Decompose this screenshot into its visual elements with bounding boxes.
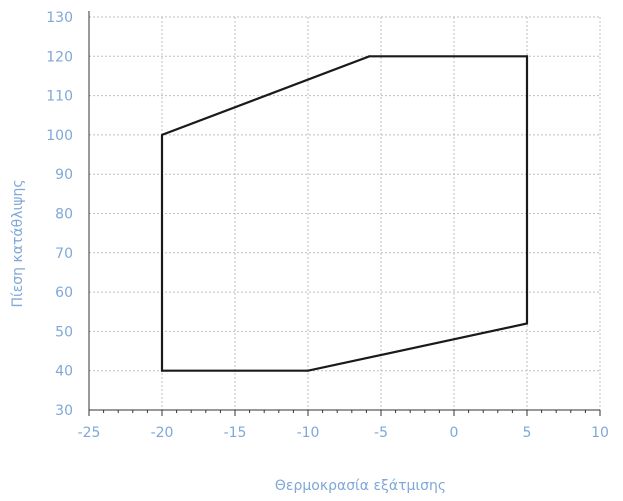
- series-vertex: [368, 55, 371, 58]
- y-tick-label: 30: [55, 403, 73, 419]
- series-vertex: [161, 369, 163, 372]
- series-line: [160, 55, 529, 372]
- x-axis-title: Θερμοκρασία εξάτμισης: [275, 478, 446, 494]
- x-tick-label: 5: [523, 425, 532, 441]
- y-tick-label: 100: [46, 128, 73, 144]
- y-tick-label: 110: [46, 89, 73, 105]
- y-tick-label: 90: [55, 167, 73, 183]
- series-vertex: [161, 133, 163, 136]
- x-minor-ticks: [88, 410, 601, 416]
- x-tick-label: -25: [78, 425, 101, 441]
- series-vertex: [526, 55, 528, 58]
- y-tick-label: 60: [55, 285, 73, 301]
- x-tick-label: -10: [297, 425, 320, 441]
- x-tick-label: -20: [151, 425, 174, 441]
- x-tick-label: -15: [224, 425, 247, 441]
- series: [160, 55, 529, 372]
- axes: [88, 11, 600, 411]
- y-tick-label: 50: [55, 324, 73, 340]
- y-tick-label: 120: [46, 49, 73, 65]
- y-tick-labels: 30 40 50 60 70 80 90 100 110 120 130: [46, 10, 73, 419]
- x-tick-label: -5: [374, 425, 388, 441]
- y-tick-label: 70: [55, 246, 73, 262]
- x-tick-label: 10: [591, 425, 609, 441]
- x-tick-labels: -25 -20 -15 -10 -5 0 5 10: [78, 425, 609, 441]
- x-tick-label: 0: [450, 425, 459, 441]
- y-tick-label: 130: [46, 10, 73, 26]
- grid: [89, 16, 601, 410]
- series-vertex: [526, 322, 528, 325]
- series-vertex: [307, 369, 309, 372]
- y-axis-title: Πίεση κατάθλιψης: [10, 179, 26, 307]
- y-tick-label: 40: [55, 364, 73, 380]
- y-tick-label: 80: [55, 207, 73, 223]
